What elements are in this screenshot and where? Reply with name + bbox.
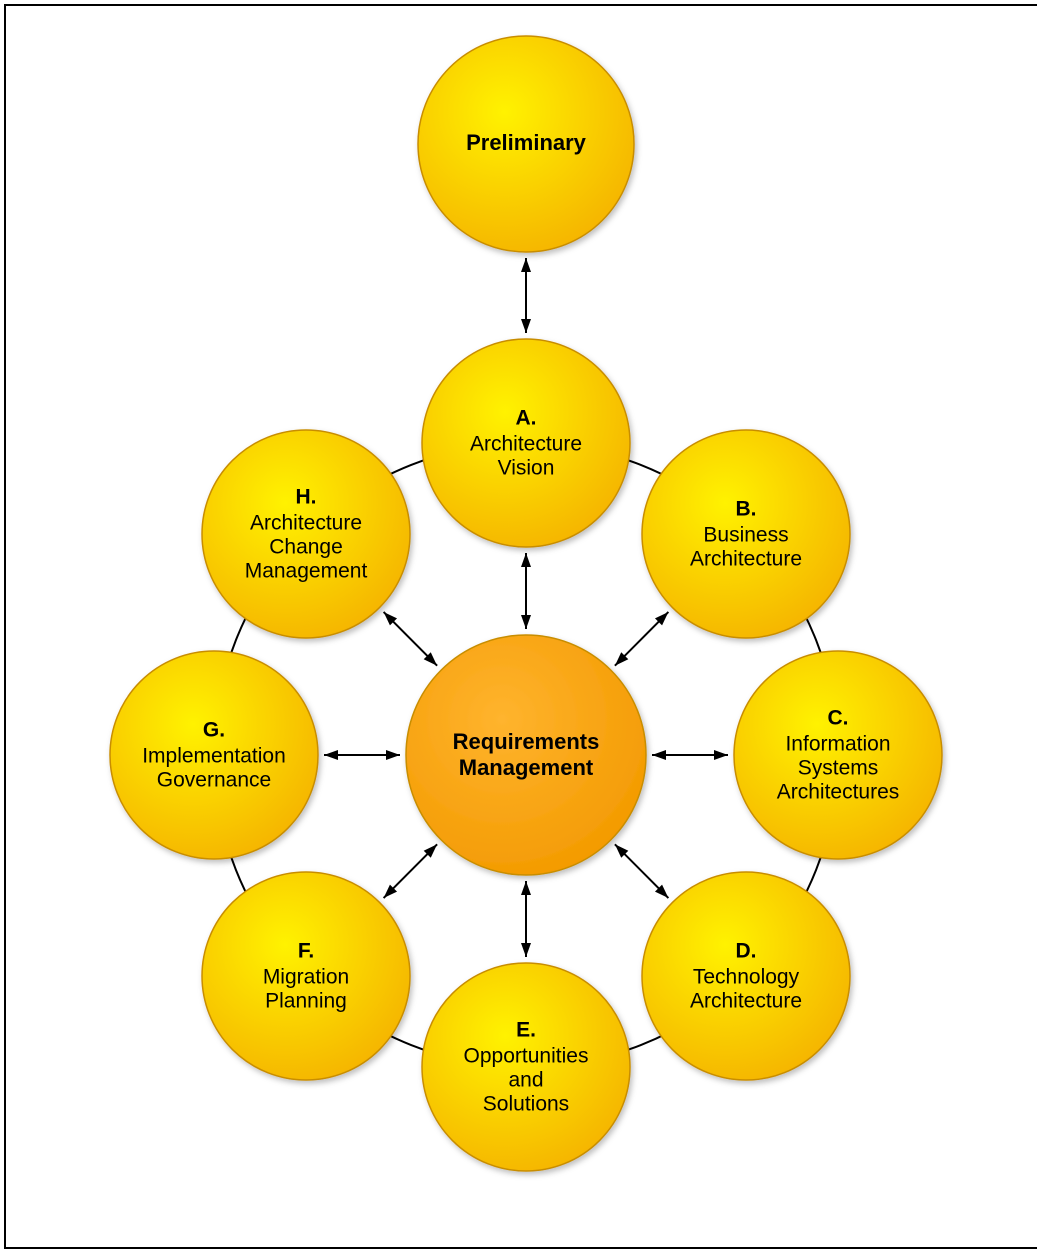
node-C: C. InformationSystemsArchitectures [734,651,942,859]
double-arrow [521,258,531,333]
node-E: E. OpportunitiesandSolutions [422,963,630,1171]
node-label: H. [296,486,317,509]
double-arrow [384,844,438,898]
node-A: A. ArchitectureVision [422,339,630,547]
node-label: Planning [265,990,347,1013]
node-G: G. ImplementationGovernance [110,651,318,859]
node-label: E. [516,1019,536,1042]
node-label: Architecture [690,548,802,571]
adm-cycle-diagram: PreliminaryRequirementsManagementA.Archi… [6,6,1041,1247]
node-label: Business [703,524,788,547]
node-B: B. BusinessArchitecture [642,430,850,638]
node-D: D. TechnologyArchitecture [642,872,850,1080]
node-label: Architecture [690,990,802,1013]
node-label: Management [459,755,594,780]
double-arrow [384,612,438,666]
double-arrow [521,553,531,629]
double-arrow [615,612,669,666]
node-label: Architecture [250,512,362,535]
node-label: C. [828,707,849,730]
node-label: F. [298,940,314,963]
node-label: G. [203,719,225,742]
node-label: Migration [263,966,349,989]
node-label: Technology [693,966,800,989]
double-arrow [652,750,728,760]
node-center: RequirementsManagement [406,635,646,875]
node-preliminary: Preliminary [418,36,634,252]
node-label: Opportunities [464,1045,589,1068]
node-label: Solutions [483,1093,569,1116]
node-label: Management [245,560,368,583]
double-arrow [615,844,669,898]
node-label: Implementation [142,745,286,768]
node-H: H. ArchitectureChangeManagement [202,430,410,638]
double-arrow [324,750,400,760]
node-label: and [508,1069,543,1092]
double-arrow [521,881,531,957]
node-label: Change [269,536,343,559]
node-label: Architectures [777,781,900,804]
node-label: Systems [798,757,879,780]
diagram-frame: PreliminaryRequirementsManagementA.Archi… [4,4,1037,1249]
node-label: Vision [498,457,555,480]
node-label: Information [785,733,890,756]
node-label: Requirements [453,729,600,754]
node-label: A. [516,407,537,430]
node-label: Governance [157,769,271,792]
node-F: F. MigrationPlanning [202,872,410,1080]
node-label: B. [736,498,757,521]
node-label: Architecture [470,433,582,456]
node-label: D. [736,940,757,963]
node-label: Preliminary [466,130,587,155]
